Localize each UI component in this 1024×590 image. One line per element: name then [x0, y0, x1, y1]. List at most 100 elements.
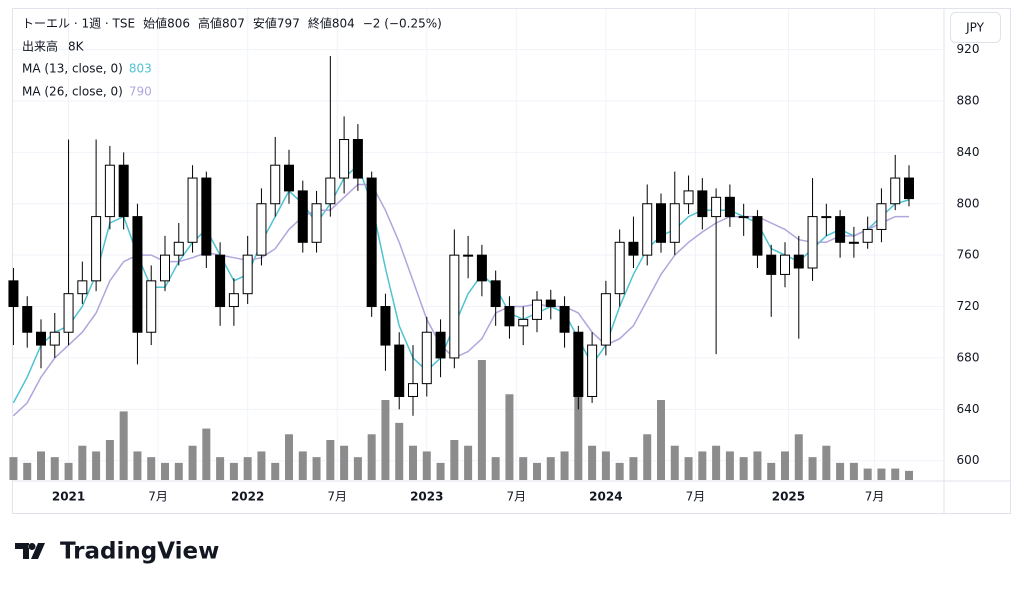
volume-bar: [601, 451, 610, 480]
volume-bar: [519, 457, 528, 480]
volume-bar: [464, 445, 473, 480]
volume-bar: [615, 462, 624, 480]
volume-bar: [23, 462, 32, 480]
candle-body: [187, 177, 198, 243]
candle-body: [201, 177, 212, 256]
candle-body: [228, 293, 239, 308]
x-tick-label: 2021: [52, 490, 85, 504]
candle-body: [366, 177, 377, 308]
y-tick-label: 840: [957, 145, 980, 159]
x-tick-label: 7月: [507, 490, 527, 504]
volume-bar: [657, 400, 665, 480]
currency-button[interactable]: [950, 12, 1001, 43]
volume-bar: [905, 470, 913, 480]
x-tick-label: 2023: [410, 490, 443, 504]
symbol: トーエル · 1週 · TSE: [22, 17, 135, 31]
volume-bar: [105, 440, 114, 480]
volume-bar: [836, 462, 845, 480]
volume-bar: [863, 468, 872, 480]
candle-body: [573, 331, 584, 397]
legend-value: 803: [129, 62, 152, 76]
y-tick-label: 720: [957, 299, 980, 313]
volume-bar: [505, 394, 514, 480]
candle-body: [780, 254, 790, 275]
candle-body: [160, 254, 170, 282]
candle-body: [284, 164, 294, 192]
volume-bar: [174, 462, 183, 480]
candle-body: [904, 177, 914, 200]
volume-bar: [422, 451, 431, 480]
volume-bar: [670, 445, 679, 480]
volume-bar: [202, 428, 211, 480]
candle-body: [242, 254, 253, 295]
volume-bar: [477, 360, 486, 480]
candle-body: [848, 241, 859, 244]
volume-bar: [767, 462, 776, 480]
ohlc-value: 797: [277, 17, 300, 31]
volume-bar: [271, 462, 280, 480]
ohlc-label: 高値: [198, 16, 222, 31]
y-tick-label: 800: [957, 196, 980, 210]
candle-body: [504, 306, 515, 327]
y-tick-label: 920: [957, 42, 980, 56]
candle-body: [311, 203, 322, 243]
volume-bar: [753, 451, 762, 480]
legend-value: 790: [129, 85, 152, 99]
chart-frame: [12, 8, 1011, 514]
candle-body: [476, 254, 487, 282]
volume-bar: [216, 457, 225, 480]
candle-body: [463, 254, 474, 257]
volume-bar: [133, 451, 142, 480]
volume-bar: [381, 400, 390, 480]
volume-bar: [92, 451, 101, 480]
volume-name: 出来高: [22, 39, 58, 54]
volume-bar: [37, 451, 45, 480]
candle-body: [408, 383, 418, 397]
volume-bar: [546, 457, 555, 480]
candle-body: [532, 299, 542, 320]
candle-body: [518, 318, 529, 327]
legend-entry: MA (13, close, 0): [22, 62, 123, 76]
candle-body: [807, 216, 818, 269]
volume-bar: [9, 457, 18, 480]
x-tick-label: 7月: [327, 490, 347, 504]
x-tick-label: 2022: [231, 490, 264, 504]
y-tick-label: 760: [957, 248, 980, 262]
volume-bar: [78, 445, 87, 480]
ohlc-value: 804: [332, 17, 355, 31]
x-tick-label: 2024: [589, 490, 622, 504]
x-tick-label: 7月: [865, 490, 885, 504]
volume-bar: [312, 457, 321, 480]
candle-body: [435, 331, 446, 359]
candle-body: [22, 306, 33, 333]
brand: TradingView: [60, 539, 219, 565]
candle-body: [339, 139, 350, 179]
volume-bar: [161, 462, 169, 480]
candle-body: [587, 344, 598, 397]
volume-bar: [409, 445, 417, 480]
candle-body: [669, 203, 680, 243]
volume-bar: [877, 468, 886, 480]
ohlc-value: 807: [222, 17, 245, 31]
ohlc-value: 806: [167, 17, 190, 31]
candle-body: [49, 331, 60, 346]
candle-body: [766, 254, 777, 275]
volume-bar: [395, 422, 404, 480]
volume-bar: [367, 434, 376, 480]
candle-body: [173, 241, 184, 256]
volume-bar: [257, 451, 266, 480]
change: −2 (−0.25%): [363, 17, 442, 31]
candle-body: [352, 139, 363, 179]
ohlc-label: 始値: [143, 16, 167, 31]
volume-bar: [340, 445, 349, 480]
volume-bar: [436, 462, 445, 480]
volume-bar: [574, 382, 583, 480]
candles: [8, 55, 914, 416]
currency[interactable]: JPY: [965, 21, 985, 35]
candle-body: [821, 216, 832, 219]
candle-body: [890, 177, 901, 205]
candle-body: [215, 254, 226, 308]
candle-body: [146, 280, 157, 333]
candle-body: [559, 306, 570, 333]
